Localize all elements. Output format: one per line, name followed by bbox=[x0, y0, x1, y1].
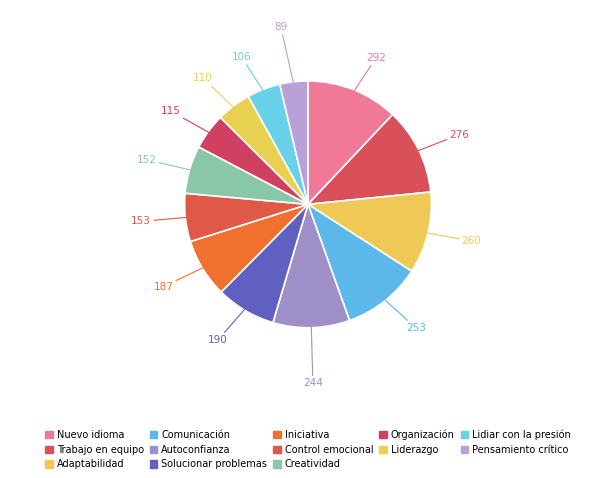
Wedge shape bbox=[308, 192, 431, 271]
Text: 253: 253 bbox=[381, 296, 426, 333]
Wedge shape bbox=[280, 81, 308, 204]
Wedge shape bbox=[221, 204, 308, 323]
Wedge shape bbox=[308, 115, 431, 204]
Wedge shape bbox=[199, 118, 308, 204]
Wedge shape bbox=[190, 204, 308, 292]
Wedge shape bbox=[221, 97, 308, 204]
Text: 89: 89 bbox=[274, 22, 294, 88]
Text: 106: 106 bbox=[232, 52, 266, 95]
Text: 260: 260 bbox=[422, 232, 481, 246]
Wedge shape bbox=[248, 84, 308, 204]
Wedge shape bbox=[185, 193, 308, 241]
Text: 115: 115 bbox=[161, 106, 214, 135]
Wedge shape bbox=[308, 204, 411, 321]
Text: 110: 110 bbox=[193, 73, 237, 111]
Text: 187: 187 bbox=[153, 265, 208, 292]
Text: 190: 190 bbox=[208, 305, 248, 345]
Text: 276: 276 bbox=[413, 130, 469, 152]
Text: 244: 244 bbox=[303, 322, 323, 388]
Legend: Nuevo idioma, Trabajo en equipo, Adaptabilidad, Comunicación, Autoconfianza, Sol: Nuevo idioma, Trabajo en equipo, Adaptab… bbox=[42, 426, 574, 472]
Text: 152: 152 bbox=[137, 155, 196, 171]
Wedge shape bbox=[308, 81, 392, 204]
Text: 292: 292 bbox=[351, 53, 386, 96]
Wedge shape bbox=[185, 147, 308, 204]
Text: 153: 153 bbox=[131, 217, 192, 227]
Wedge shape bbox=[273, 204, 349, 328]
